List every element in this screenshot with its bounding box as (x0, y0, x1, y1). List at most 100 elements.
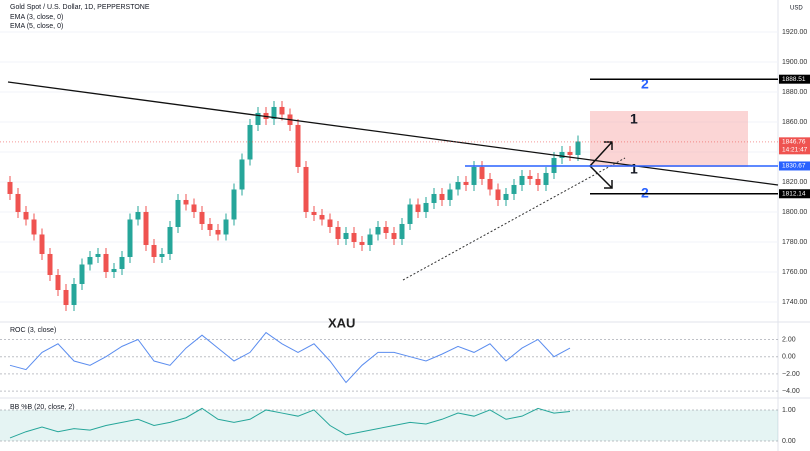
candle-body (7, 181, 13, 194)
candle-body (159, 253, 165, 257)
candle-body (319, 214, 325, 220)
candle-body (279, 106, 285, 115)
annotation: 1 (630, 161, 638, 177)
candle-body (423, 202, 429, 212)
candle-body (15, 193, 21, 212)
y-tick-label: 1760.00 (782, 269, 807, 276)
annotation: 2 (641, 76, 649, 92)
candle-body (463, 181, 469, 185)
trendline (7, 81, 779, 186)
candle-body (303, 166, 309, 212)
candle-body (127, 219, 133, 257)
candle-body (455, 181, 461, 190)
candle-body (71, 283, 77, 305)
candle-body (383, 226, 389, 233)
price-label-box (779, 161, 810, 171)
candle-body (143, 211, 149, 245)
candle-body (391, 232, 397, 239)
candle-body (503, 193, 509, 200)
candle-body (151, 244, 157, 257)
candle-body (407, 204, 413, 224)
candle-body (367, 234, 373, 245)
candle-body (255, 112, 261, 125)
candle-body (431, 193, 437, 203)
candle-body (415, 204, 421, 212)
y-tick-label: −4.00 (782, 388, 800, 395)
band-fill (0, 409, 778, 442)
price-label: 1830.67 (782, 163, 806, 170)
candle-body (567, 151, 573, 155)
price-label-box (779, 137, 810, 155)
price-label: 1846.76 (782, 139, 806, 146)
candle-body (79, 264, 85, 284)
candle-body (511, 184, 517, 194)
candle-body (559, 151, 565, 158)
y-tick-label: −2.00 (782, 371, 800, 378)
y-tick-label: 0.00 (782, 354, 796, 361)
candle-body (111, 268, 117, 272)
candle-body (439, 193, 445, 200)
y-tick-label: 1800.00 (782, 209, 807, 216)
candle-body (183, 199, 189, 205)
y-tick-label: 1.00 (782, 407, 796, 414)
chart-title: Gold Spot / U.S. Dollar, 1D, PEPPERSTONE (10, 4, 150, 11)
candle-body (167, 226, 173, 254)
candle-body (575, 141, 581, 155)
candle-body (87, 256, 93, 265)
y-tick-label: 0.00 (782, 438, 796, 445)
price-label: 1812.14 (782, 190, 806, 197)
price-label-box (779, 189, 810, 199)
candle-body (23, 211, 29, 220)
main-pane-content (0, 31, 778, 311)
candle-body (231, 189, 237, 220)
candle-body (447, 189, 453, 200)
candle-body (95, 253, 101, 257)
candle-body (55, 274, 61, 290)
y-tick-label: 1820.00 (782, 179, 807, 186)
candle-body (535, 178, 541, 185)
candle-body (543, 172, 549, 185)
price-label-box (779, 74, 810, 84)
y-tick-label: 2.00 (782, 336, 796, 343)
candle-body (215, 229, 221, 235)
candle-body (479, 166, 485, 179)
candle-body (375, 226, 381, 235)
candle-body (119, 256, 125, 269)
y-tick-label: 1880.00 (782, 89, 807, 96)
candle-body (103, 253, 109, 272)
candle-body (311, 211, 317, 215)
candle-body (207, 223, 213, 230)
panel-title: BB %B (20, close, 2) (10, 404, 75, 411)
candle-body (359, 241, 365, 245)
candle-body (343, 232, 349, 239)
legend-item: EMA (5, close, 0) (10, 23, 63, 30)
y-tick-label: 1920.00 (782, 29, 807, 36)
candle-body (471, 166, 477, 185)
candle-body (327, 219, 333, 227)
y-tick-label: 1900.00 (782, 59, 807, 66)
price-label: 1888.51 (782, 76, 806, 83)
candle-body (199, 211, 205, 224)
candle-body (295, 124, 301, 167)
candle-body (223, 219, 229, 235)
indicator-line (9, 407, 571, 439)
candle-body (495, 189, 501, 200)
annotation: 2 (641, 185, 649, 201)
legend-item: EMA (3, close, 0) (10, 14, 63, 21)
currency: USD (790, 6, 803, 12)
y-tick-label: 1860.00 (782, 119, 807, 126)
countdown: 14:21:47 (782, 147, 808, 154)
candle-body (191, 204, 197, 212)
candle-body (335, 226, 341, 239)
y-tick-label: 1780.00 (782, 239, 807, 246)
panel-title: ROC (3, close) (10, 327, 56, 334)
watermark: XAU (328, 315, 355, 330)
candle-body (519, 175, 525, 185)
candle-body (239, 159, 245, 190)
candle-body (271, 106, 277, 119)
candle-body (527, 175, 533, 179)
candle-body (63, 289, 69, 305)
y-tick-label: 1740.00 (782, 299, 807, 306)
